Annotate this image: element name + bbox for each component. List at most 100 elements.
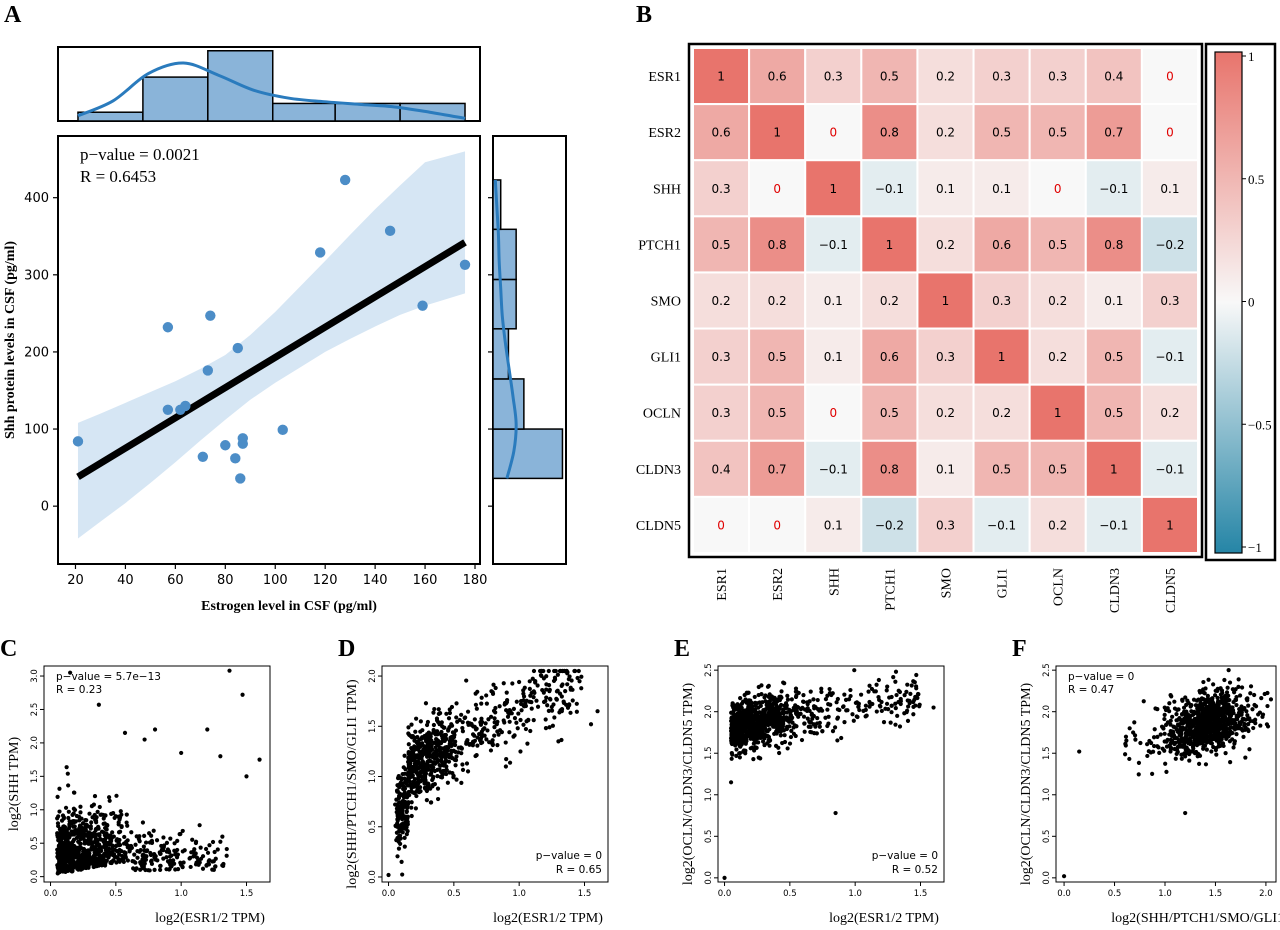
scatter-point (63, 844, 68, 849)
scatter-point (758, 703, 763, 709)
scatter-point (826, 721, 831, 726)
scatter-point (1216, 698, 1221, 704)
scatter-point (1171, 740, 1177, 746)
scatter-point (765, 741, 770, 746)
scatter-point (533, 679, 538, 684)
x-tick-label: 0.0 (382, 889, 396, 899)
scatter-point (61, 847, 66, 853)
x-tick-label: 0.0 (718, 889, 732, 899)
scatter-point (1205, 693, 1210, 698)
scatter-point (420, 741, 425, 746)
scatter-point (1183, 737, 1189, 742)
scatter-point (1183, 810, 1188, 816)
scatter-point (492, 724, 497, 730)
scatter-point (794, 693, 799, 698)
heatmap-cell-label: 0.6 (880, 350, 899, 364)
scatter-point (141, 844, 146, 849)
heatmap-cell-label: 0.8 (768, 238, 787, 252)
scatter-point (161, 856, 166, 861)
scatter-point (503, 740, 508, 745)
scatter-point (1203, 762, 1209, 767)
scatter-point (108, 860, 113, 865)
scatter-point (78, 867, 84, 872)
scatter-point (92, 864, 98, 869)
panel-letter-c: C (0, 636, 17, 662)
heatmap-cell (916, 215, 975, 274)
x-tick-label: 1.0 (1158, 889, 1172, 899)
scatter-point (55, 834, 60, 839)
scatter-point (396, 810, 401, 815)
scatter-point (460, 725, 465, 731)
heatmap-cell-label: 0.5 (768, 350, 787, 364)
scatter-point (1213, 747, 1218, 753)
heatmap-cell-label: 0 (1166, 126, 1174, 140)
scatter-point (735, 718, 740, 724)
scatter-point (1174, 727, 1179, 732)
scatter-point (527, 686, 532, 691)
scatter-point (514, 720, 519, 725)
scatter-point (1176, 707, 1181, 712)
scatter-point (210, 859, 215, 864)
x-tick-label: 120 (313, 573, 338, 588)
scatter-point (411, 781, 416, 786)
x-axis-label: log2(ESR1/2 TPM) (493, 911, 603, 926)
scatter-point (458, 745, 463, 750)
scatter-point (141, 856, 146, 861)
scatter-point (754, 727, 759, 732)
y-tick-label: 1.0 (704, 788, 714, 802)
scatter-point (729, 718, 734, 724)
scatter-point (565, 682, 570, 687)
scatter-point (153, 857, 158, 862)
scatter-point (314, 247, 326, 258)
scatter-point (1191, 710, 1196, 715)
scatter-point (218, 839, 223, 844)
scatter-point (815, 716, 820, 721)
scatter-point (475, 743, 480, 748)
scatter-point (406, 770, 411, 775)
scatter-point (867, 704, 872, 709)
scatter-point (529, 706, 534, 711)
scatter-point (121, 859, 126, 864)
scatter-point (1217, 738, 1222, 744)
scatter-point (539, 668, 544, 674)
r-annotation: R = 0.52 (892, 864, 938, 876)
scatter-point (409, 735, 414, 740)
scatter-point (1248, 718, 1253, 724)
scatter-point (569, 678, 574, 683)
heatmap-cell (1140, 383, 1200, 442)
scatter-point (424, 781, 429, 786)
scatter-point (116, 820, 121, 825)
scatter-point (802, 729, 807, 734)
scatter-point (729, 741, 735, 747)
scatter-point (406, 725, 411, 730)
scatter-point (549, 704, 554, 710)
scatter-point (210, 867, 215, 872)
scatter-point (801, 699, 806, 704)
x-tick-label: 40 (117, 573, 134, 588)
heatmap-cell-label: 0.2 (936, 126, 955, 140)
heatmap-cell (1028, 439, 1087, 498)
scatter-point (68, 670, 73, 675)
panel-a: 20 40 60 80 100 120 140 160 180 0 100 200 300 400 p−va… (3, 46, 567, 614)
scatter-point (777, 698, 782, 703)
right-histogram-bar (492, 278, 517, 330)
scatter-point (842, 720, 847, 725)
scatter-point (1184, 751, 1189, 756)
heatmap-cell-label: 0.3 (936, 350, 955, 364)
scatter-point (784, 703, 789, 708)
scatter-point (782, 733, 787, 738)
scatter-point (492, 716, 497, 721)
scatter-point (235, 473, 246, 484)
heatmap-cell-label: 0.2 (1048, 294, 1067, 308)
scatter-point (138, 847, 143, 853)
scatter-point (778, 703, 783, 709)
row-label: SMO (651, 295, 681, 310)
scatter-point (394, 797, 399, 802)
heatmap-cell-label: 0.2 (992, 406, 1011, 420)
scatter-point (784, 724, 790, 729)
scatter-point (1201, 690, 1206, 695)
heatmap-cell (860, 215, 919, 274)
scatter-point (423, 701, 429, 706)
heatmap-cell (804, 47, 863, 106)
heatmap-cell (860, 271, 919, 330)
